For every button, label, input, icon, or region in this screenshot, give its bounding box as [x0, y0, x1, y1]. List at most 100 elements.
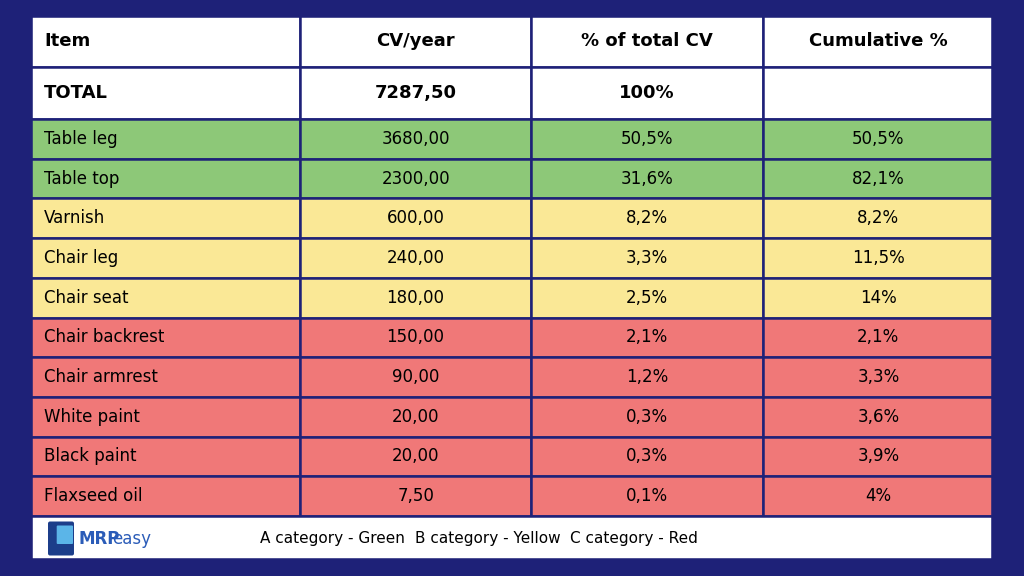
- Text: 2,1%: 2,1%: [626, 328, 668, 346]
- Bar: [531, 119, 763, 159]
- Text: 600,00: 600,00: [387, 209, 444, 228]
- Text: 3,6%: 3,6%: [857, 408, 899, 426]
- Text: B category - Yellow: B category - Yellow: [415, 531, 560, 546]
- Text: easy: easy: [112, 529, 151, 548]
- Text: Item: Item: [44, 32, 90, 50]
- Text: 7287,50: 7287,50: [375, 84, 457, 102]
- Bar: [300, 238, 531, 278]
- Bar: [531, 238, 763, 278]
- Bar: [763, 437, 994, 476]
- Bar: [30, 437, 300, 476]
- Bar: [300, 67, 531, 119]
- Bar: [531, 278, 763, 317]
- Bar: [763, 397, 994, 437]
- Text: Chair backrest: Chair backrest: [44, 328, 165, 346]
- Bar: [531, 159, 763, 198]
- Bar: [30, 317, 300, 357]
- FancyBboxPatch shape: [56, 525, 73, 544]
- Bar: [531, 198, 763, 238]
- Bar: [300, 119, 531, 159]
- Bar: [531, 67, 763, 119]
- Text: 100%: 100%: [620, 84, 675, 102]
- Text: Chair armrest: Chair armrest: [44, 368, 158, 386]
- Bar: [30, 397, 300, 437]
- Text: TOTAL: TOTAL: [44, 84, 108, 102]
- Text: 2,5%: 2,5%: [626, 289, 668, 306]
- Text: Cumulative %: Cumulative %: [809, 32, 947, 50]
- Bar: [763, 238, 994, 278]
- Text: C category - Red: C category - Red: [570, 531, 698, 546]
- Bar: [531, 357, 763, 397]
- Text: 3,3%: 3,3%: [626, 249, 668, 267]
- Text: 50,5%: 50,5%: [852, 130, 904, 148]
- Bar: [300, 159, 531, 198]
- Bar: [763, 67, 994, 119]
- Text: 8,2%: 8,2%: [857, 209, 899, 228]
- Bar: [30, 357, 300, 397]
- Text: 90,00: 90,00: [392, 368, 439, 386]
- Bar: [30, 516, 994, 561]
- Text: 50,5%: 50,5%: [621, 130, 673, 148]
- Text: % of total CV: % of total CV: [581, 32, 713, 50]
- Bar: [30, 238, 300, 278]
- Text: 180,00: 180,00: [387, 289, 444, 306]
- Bar: [30, 278, 300, 317]
- Text: A category - Green: A category - Green: [260, 531, 404, 546]
- Text: Varnish: Varnish: [44, 209, 105, 228]
- Text: 20,00: 20,00: [392, 448, 439, 465]
- Bar: [30, 15, 300, 67]
- Bar: [763, 278, 994, 317]
- Text: MRP: MRP: [78, 529, 120, 548]
- Text: Table top: Table top: [44, 169, 120, 188]
- FancyBboxPatch shape: [48, 521, 74, 555]
- Text: 14%: 14%: [860, 289, 897, 306]
- Bar: [531, 476, 763, 516]
- Text: 7,50: 7,50: [397, 487, 434, 505]
- Bar: [763, 119, 994, 159]
- Bar: [531, 397, 763, 437]
- Text: 4%: 4%: [865, 487, 891, 505]
- Bar: [763, 476, 994, 516]
- Bar: [531, 317, 763, 357]
- Bar: [300, 437, 531, 476]
- Text: Table leg: Table leg: [44, 130, 118, 148]
- Text: CV/year: CV/year: [376, 32, 455, 50]
- Text: 240,00: 240,00: [387, 249, 444, 267]
- Bar: [30, 159, 300, 198]
- Text: White paint: White paint: [44, 408, 140, 426]
- Text: 82,1%: 82,1%: [852, 169, 904, 188]
- Bar: [300, 198, 531, 238]
- Bar: [30, 67, 300, 119]
- Bar: [300, 476, 531, 516]
- Bar: [531, 437, 763, 476]
- Text: 11,5%: 11,5%: [852, 249, 904, 267]
- Text: Chair seat: Chair seat: [44, 289, 128, 306]
- Bar: [300, 278, 531, 317]
- Text: 0,3%: 0,3%: [626, 408, 668, 426]
- Text: 3680,00: 3680,00: [381, 130, 450, 148]
- Bar: [763, 15, 994, 67]
- Text: 0,1%: 0,1%: [626, 487, 668, 505]
- Bar: [30, 476, 300, 516]
- Bar: [763, 198, 994, 238]
- Bar: [300, 397, 531, 437]
- Bar: [763, 317, 994, 357]
- Bar: [300, 357, 531, 397]
- Bar: [300, 317, 531, 357]
- Text: 20,00: 20,00: [392, 408, 439, 426]
- Text: 31,6%: 31,6%: [621, 169, 674, 188]
- Bar: [531, 15, 763, 67]
- Text: 0,3%: 0,3%: [626, 448, 668, 465]
- Bar: [300, 15, 531, 67]
- Text: 3,9%: 3,9%: [857, 448, 899, 465]
- Text: 150,00: 150,00: [387, 328, 444, 346]
- Bar: [30, 119, 300, 159]
- Text: 8,2%: 8,2%: [626, 209, 668, 228]
- Text: 3,3%: 3,3%: [857, 368, 899, 386]
- Text: 2300,00: 2300,00: [381, 169, 450, 188]
- Bar: [763, 159, 994, 198]
- Text: Flaxseed oil: Flaxseed oil: [44, 487, 142, 505]
- Text: Black paint: Black paint: [44, 448, 136, 465]
- Bar: [30, 198, 300, 238]
- Text: Chair leg: Chair leg: [44, 249, 118, 267]
